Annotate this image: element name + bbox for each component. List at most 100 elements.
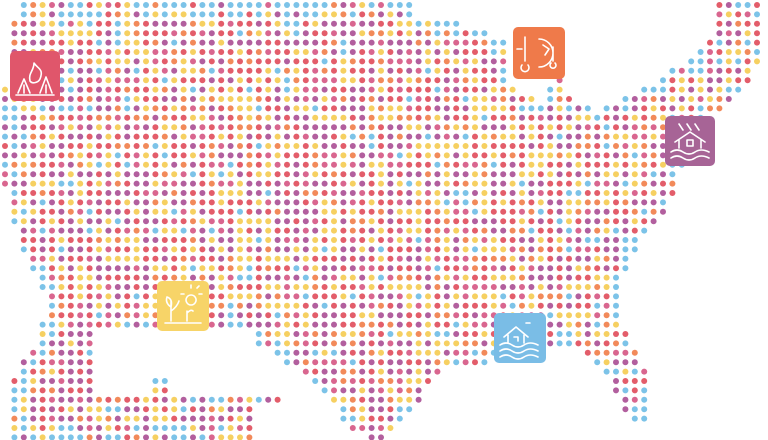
map-dot [49,227,55,234]
map-dot [124,30,131,37]
map-dot [2,152,8,159]
map-dot [509,227,516,234]
map-dot [77,396,84,403]
map-dot [584,105,591,112]
map-dot [30,434,37,440]
map-dot [274,199,281,206]
map-dot [415,331,422,337]
map-dot [2,143,8,149]
map-dot [321,143,328,149]
map-dot [171,227,178,234]
map-dot [293,331,300,337]
map-dot [152,152,159,159]
map-dot [255,396,262,403]
map-dot [406,180,413,187]
map-dot [472,208,478,215]
map-dot [443,171,450,178]
map-dot [11,171,18,178]
map-dot [124,293,131,300]
map-dot [415,237,422,243]
map-dot [237,321,243,328]
map-dot [161,190,168,196]
map-dot [265,265,272,272]
map-dot [349,199,356,206]
map-dot [284,143,290,149]
map-dot [453,302,460,309]
map-dot [537,114,544,121]
map-dot [575,133,582,140]
map-dot [39,133,46,140]
map-dot [425,293,431,300]
map-dot [293,152,300,159]
map-dot [39,284,46,290]
map-dot [114,199,121,206]
map-dot [49,387,55,394]
map-dot [462,227,469,234]
map-dot [105,415,112,422]
map-dot [265,105,272,112]
map-dot [284,349,290,356]
map-dot [434,331,441,337]
map-dot [453,58,460,65]
map-dot [105,39,112,46]
map-dot [199,227,206,234]
map-dot [161,77,168,84]
map-dot [613,340,619,347]
map-dot [293,161,300,168]
map-dot [143,20,149,27]
map-dot [312,11,319,18]
map-dot [190,49,196,55]
map-dot [697,58,704,65]
map-dot [650,208,657,215]
map-dot [67,302,74,309]
map-dot [519,114,525,121]
map-dot [124,39,131,46]
map-dot [246,171,253,178]
map-dot [124,180,131,187]
map-dot [434,227,441,234]
map-dot [425,265,431,272]
map-dot [180,152,187,159]
map-dot [302,246,309,253]
map-dot [415,30,422,37]
map-dot [227,208,234,215]
map-dot [105,11,112,18]
map-dot [302,86,309,93]
map-dot [49,255,55,262]
map-dot [124,124,131,131]
map-dot [293,199,300,206]
map-dot [509,293,516,300]
map-dot [359,11,366,18]
map-dot [349,415,356,422]
map-dot [20,190,27,196]
map-dot [378,143,384,149]
map-dot [443,161,450,168]
map-dot [180,227,187,234]
map-dot [49,312,55,319]
map-dot [58,396,65,403]
map-dot [265,49,272,55]
map-dot [274,114,281,121]
map-dot [86,359,93,366]
map-dot [340,284,347,290]
map-dot [86,11,93,18]
map-dot [39,143,46,149]
map-dot [537,302,544,309]
map-dot [349,77,356,84]
map-dot [208,415,215,422]
map-dot [246,434,253,440]
map-dot [697,67,704,74]
map-dot [678,105,685,112]
map-dot [472,227,478,234]
map-dot [274,161,281,168]
map-dot [716,86,723,93]
map-dot [519,246,525,253]
map-dot [124,114,131,121]
map-dot [171,11,178,18]
map-dot [462,199,469,206]
map-dot [58,11,65,18]
map-dot [340,218,347,225]
map-dot [227,199,234,206]
map-dot [208,208,215,215]
map-dot [199,199,206,206]
